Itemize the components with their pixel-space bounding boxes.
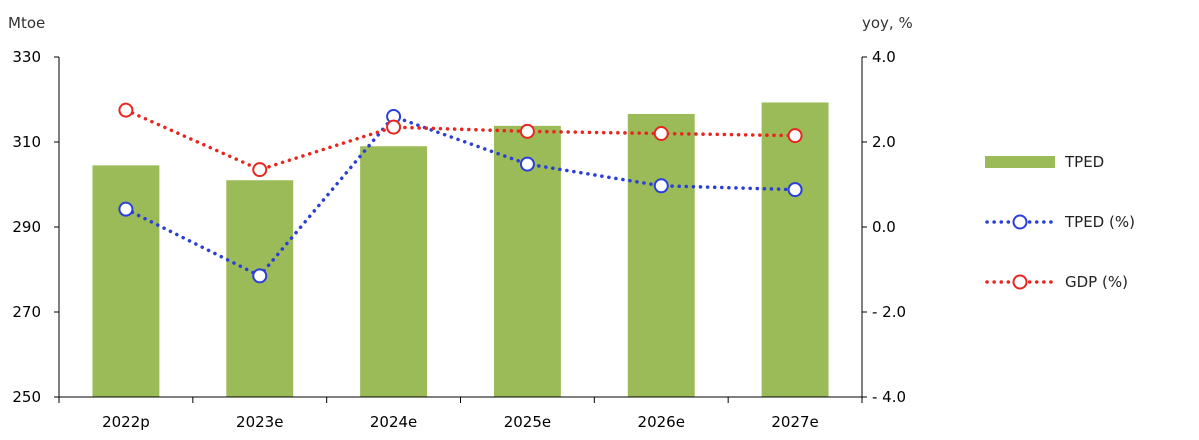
point-tped--2026e	[653, 178, 669, 194]
legend-item-tped: TPED	[985, 150, 1104, 174]
point-tped--2022p	[118, 201, 134, 217]
right-tick-label: 0.0	[872, 218, 896, 236]
legend-label-tped: TPED	[1065, 153, 1105, 171]
point-gdp--2022p	[118, 102, 134, 118]
x-tick-label: 2027e	[771, 413, 818, 431]
x-tick-label: 2023e	[236, 413, 283, 431]
legend-swatch-gdp-pct	[985, 274, 1055, 290]
point-gdp--2023e	[252, 162, 268, 178]
x-tick-label: 2022p	[102, 413, 150, 431]
point-gdp--2027e	[787, 128, 803, 144]
legend-swatch-tped-pct	[985, 214, 1055, 230]
left-axis-unit: Mtoe	[8, 14, 46, 32]
x-tick-label: 2026e	[638, 413, 685, 431]
bar-2026e	[627, 113, 695, 397]
bar-2024e	[360, 146, 428, 397]
x-tick-label: 2024e	[370, 413, 417, 431]
legend-item-tped-pct: TPED (%)	[985, 210, 1135, 234]
legend-swatch-tped	[985, 156, 1055, 168]
point-gdp--2026e	[653, 126, 669, 141]
legend-label-tped-pct: TPED (%)	[1065, 213, 1135, 231]
legend-label-gdp-pct: GDP (%)	[1065, 273, 1128, 291]
right-axis-unit: yoy, %	[862, 14, 913, 32]
left-tick-label: 290	[12, 218, 41, 236]
bar-2022p	[92, 165, 160, 397]
bar-2023e	[226, 180, 294, 397]
point-gdp--2025e	[519, 123, 535, 139]
right-tick-label: - 4.0	[872, 388, 906, 406]
left-tick-label: 330	[12, 48, 41, 66]
point-tped--2025e	[519, 156, 535, 172]
bar-2027e	[761, 102, 829, 397]
right-tick-label: 2.0	[872, 133, 896, 151]
left-tick-label: 270	[12, 303, 41, 321]
legend-item-gdp-pct: GDP (%)	[985, 270, 1128, 294]
right-tick-label: - 2.0	[872, 303, 906, 321]
point-gdp--2024e	[386, 119, 402, 135]
x-tick-label: 2025e	[504, 413, 551, 431]
right-tick-label: 4.0	[872, 48, 896, 66]
point-tped--2027e	[787, 182, 803, 198]
left-tick-label: 250	[12, 388, 41, 406]
line-gdp-	[124, 108, 797, 172]
left-tick-label: 310	[12, 133, 41, 151]
point-tped--2023e	[252, 268, 268, 284]
